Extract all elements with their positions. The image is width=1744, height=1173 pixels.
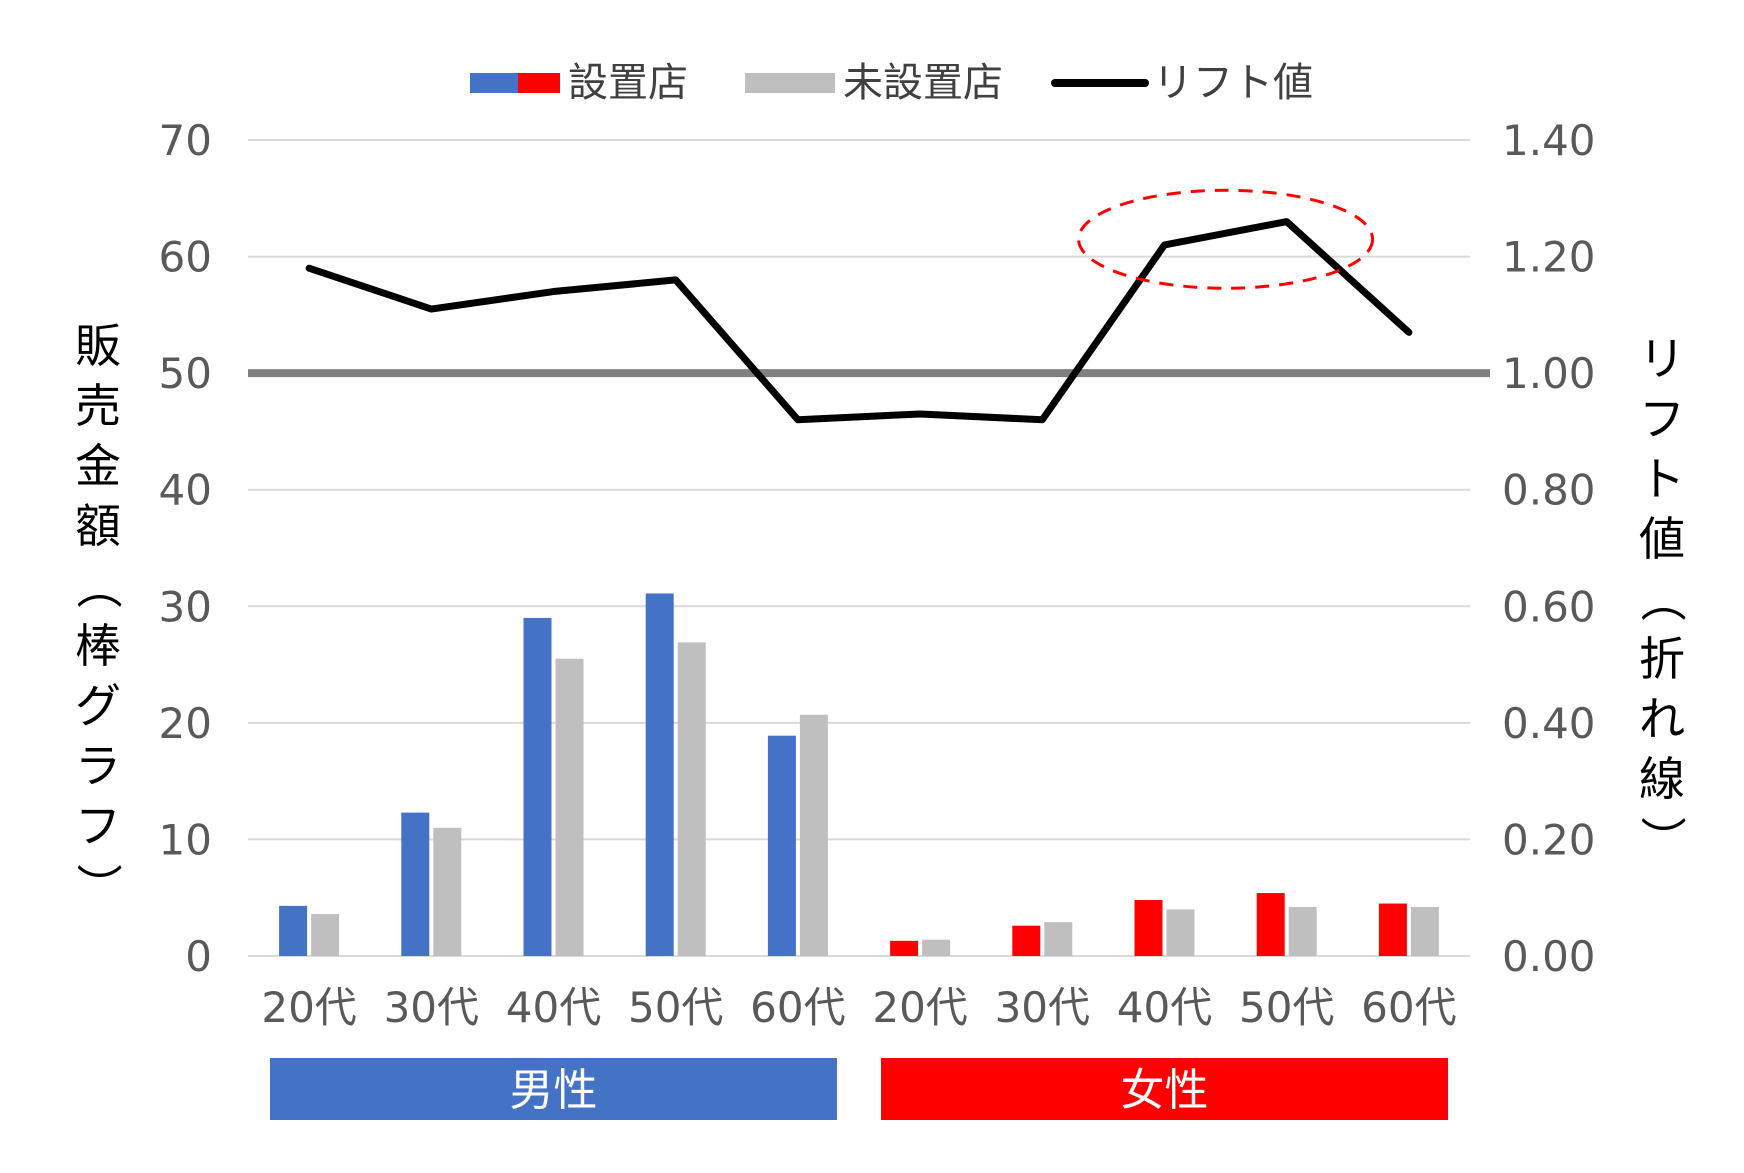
axis-title-char: 棒: [75, 619, 121, 673]
right-axis-ticks: 0.00 0.20 0.40 0.60 0.80 1.00 1.20 1.40: [1502, 116, 1596, 981]
axis-title-char: 販: [75, 319, 121, 373]
x-axis-ticks: 20代 30代 40代 50代 60代 20代 30代 40代 50代 60代: [261, 983, 1456, 1032]
group-label: 女性: [1121, 1065, 1209, 1116]
category-label: 40代: [506, 983, 601, 1032]
right-tick-label: 0.20: [1502, 815, 1596, 864]
bar-installed: [279, 905, 308, 956]
bar-not-installed: [677, 642, 706, 956]
left-tick-label: 40: [159, 466, 212, 515]
bar-not-installed: [311, 914, 340, 956]
right-tick-label: 0.60: [1502, 582, 1596, 631]
bar-not-installed: [555, 658, 584, 956]
lift-value-line: [305, 218, 1413, 424]
left-tick-label: 20: [159, 699, 212, 748]
left-tick-label: 50: [159, 349, 212, 398]
axis-title-char: 金: [75, 439, 121, 493]
category-label: 60代: [750, 983, 845, 1032]
category-label: 30代: [995, 983, 1090, 1032]
right-tick-label: 0.80: [1502, 466, 1596, 515]
bar-not-installed: [433, 827, 462, 956]
bar-installed: [1378, 903, 1407, 956]
left-tick-label: 10: [159, 815, 212, 864]
bar-installed: [890, 940, 919, 956]
highlight-ellipse: [1077, 188, 1375, 290]
axis-title-char: 折: [1639, 632, 1685, 686]
axis-title-char: フ: [75, 799, 121, 853]
axis-title-char: ト: [1639, 452, 1685, 506]
category-label: 30代: [384, 983, 479, 1032]
axis-title-char: フ: [1639, 392, 1685, 446]
left-tick-label: 0: [185, 932, 212, 981]
axis-title-char: グ: [75, 679, 121, 733]
group-label: 男性: [510, 1065, 598, 1116]
group-banner: [881, 1058, 1448, 1120]
right-tick-label: 0.00: [1502, 932, 1596, 981]
bar-not-installed: [799, 714, 828, 956]
axis-title-char: 売: [75, 379, 121, 433]
axis-title-char: 値: [1639, 512, 1685, 566]
legend-label-lift: リフト値: [1153, 60, 1313, 106]
right-tick-label: 1.40: [1502, 116, 1596, 165]
axis-title-char: 線: [1639, 752, 1685, 806]
group-banner: [270, 1058, 837, 1120]
category-label: 50代: [628, 983, 723, 1032]
bar-installed: [1256, 893, 1285, 956]
bar-not-installed: [922, 939, 951, 956]
bar-installed: [1134, 900, 1163, 956]
right-tick-label: 0.40: [1502, 699, 1596, 748]
category-label: 20代: [872, 983, 967, 1032]
bar-installed: [767, 735, 796, 956]
axis-title-char: ラ: [75, 739, 121, 793]
left-tick-label: 70: [159, 116, 212, 165]
bar-not-installed: [1410, 907, 1439, 956]
bar-installed: [401, 812, 430, 956]
axis-title-char: リ: [1639, 332, 1685, 386]
left-tick-label: 30: [159, 582, 212, 631]
left-tick-label: 60: [159, 233, 212, 282]
legend-swatch-installed-male: [470, 73, 518, 93]
legend: 設置店 未設置店 リフト値: [470, 60, 1313, 106]
axis-title-char: 額: [75, 499, 121, 553]
bar-series: [279, 593, 1439, 956]
axis-title-char: ）: [71, 863, 125, 909]
bar-installed: [645, 593, 674, 956]
legend-label-not-installed: 未設置店: [843, 60, 1003, 106]
category-label: 40代: [1117, 983, 1212, 1032]
category-label: 20代: [261, 983, 356, 1032]
legend-swatch-not-installed: [745, 73, 835, 93]
left-axis-ticks: 0 10 20 30 40 50 60 70: [159, 116, 212, 981]
axis-title-char: ）: [1635, 816, 1689, 862]
right-tick-label: 1.00: [1502, 349, 1596, 398]
bar-not-installed: [1288, 907, 1317, 956]
legend-label-installed: 設置店: [568, 60, 688, 106]
group-banners: 男性 女性: [270, 1058, 1448, 1120]
axis-title-char: れ: [1639, 692, 1685, 746]
category-label: 60代: [1361, 983, 1456, 1032]
right-axis-title: リフト値 （ 折れ線 ）: [1635, 332, 1689, 862]
bar-installed: [523, 617, 552, 956]
gridlines: [248, 139, 1470, 957]
category-label: 50代: [1239, 983, 1334, 1032]
bar-not-installed: [1166, 909, 1195, 956]
bar-not-installed: [1044, 922, 1073, 956]
right-tick-label: 1.20: [1502, 233, 1596, 282]
axis-title-char: （: [1635, 576, 1689, 622]
legend-swatch-installed-female: [518, 73, 560, 93]
bar-installed: [1012, 925, 1041, 956]
axis-title-char: （: [71, 563, 125, 609]
